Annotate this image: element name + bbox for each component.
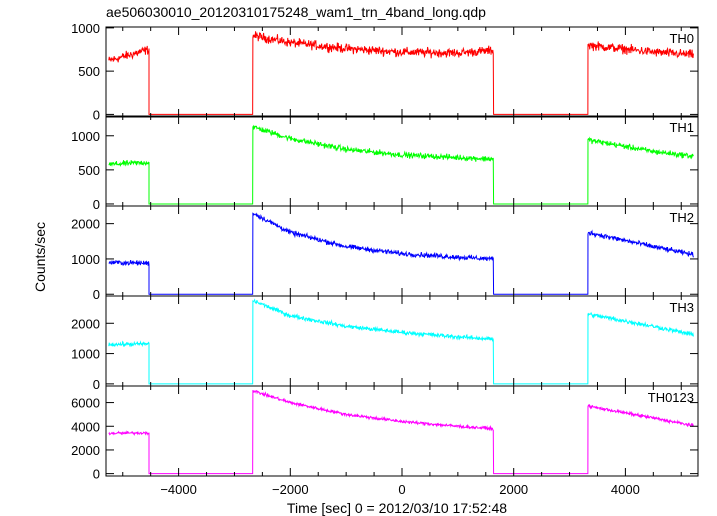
panel-th3: 0 1000 2000 TH3 [71,295,699,392]
y-tick-label: 0 [93,287,100,302]
x-tick-label: −2000 [272,482,309,497]
y-tick-label: 500 [78,163,100,178]
y-tick-label: 4000 [71,419,100,434]
panel-frame [105,26,699,118]
panel-label: TH3 [669,300,694,315]
x-tick-label: 4000 [611,482,640,497]
y-tick-label: 1000 [71,252,100,267]
panels-group: 0 500 1000 TH0 0 500 1000 TH1 0 1000 2000 TH2 0 1000 2… [71,21,699,482]
y-tick-label: 1000 [71,21,100,36]
y-tick-label: 0 [93,467,100,482]
y-tick-label: 6000 [71,396,100,411]
panel-label: TH0123 [648,390,694,405]
panel-th2: 0 1000 2000 TH2 [71,205,699,302]
panel-label: TH1 [669,120,694,135]
y-tick-label: 2000 [71,217,100,232]
y-tick-label: 1000 [71,347,100,362]
panel-th1: 0 500 1000 TH1 [71,115,699,212]
series-line-th3 [108,298,694,385]
y-tick-label: 2000 [71,316,100,331]
chart-title: ae506030010_20120310175248_wam1_trn_4ban… [106,4,486,20]
y-tick-label: 2000 [71,443,100,458]
y-axis-label: Counts/sec [32,222,48,292]
x-axis-label: Time [sec] 0 = 2012/03/10 17:52:48 [287,500,507,516]
y-tick-label: 500 [78,64,100,79]
x-tick-label: 0 [398,482,405,497]
y-tick-label: 0 [93,377,100,392]
panel-label: TH2 [669,210,694,225]
panel-th0123: 0 2000 4000 6000 TH0123 [71,385,699,482]
panel-frame [105,115,699,207]
x-tick-label: 2000 [499,482,528,497]
y-tick-label: 1000 [71,129,100,144]
panel-th0: 0 500 1000 TH0 [71,21,699,122]
series-line-th1 [108,124,694,205]
y-tick-label: 0 [93,197,100,212]
y-tick-label: 0 [93,107,100,122]
panel-frame [105,205,699,297]
series-line-th2 [108,212,694,295]
panel-label: TH0 [669,31,694,46]
series-line-th0 [108,31,694,115]
panel-frame [105,295,699,387]
x-tick-labels: −4000 −2000 0 2000 4000 [160,482,640,497]
series-line-th0123 [108,389,694,475]
x-tick-label: −4000 [160,482,197,497]
panel-frame [105,385,699,477]
